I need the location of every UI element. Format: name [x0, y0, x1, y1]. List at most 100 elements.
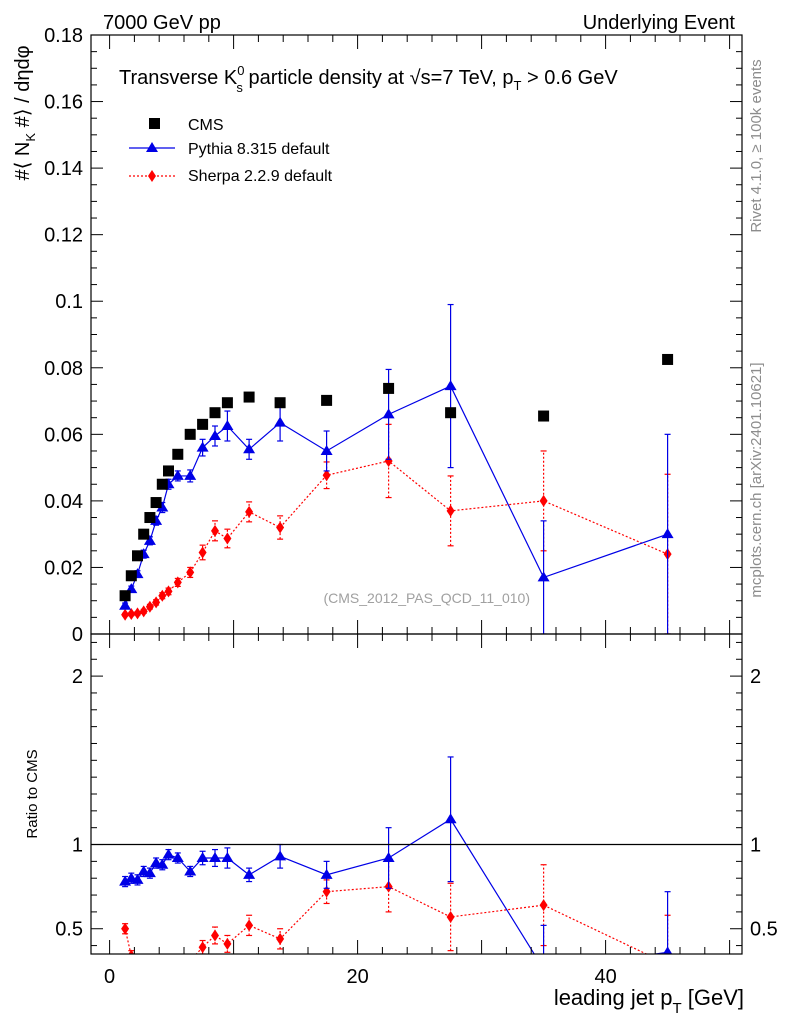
ratio-sherpa-point — [146, 968, 154, 980]
cms-point — [383, 382, 395, 394]
ratio-sherpa-point — [128, 949, 135, 954]
pythia-point — [537, 571, 550, 582]
sherpa-point — [322, 469, 331, 482]
pythia-point — [171, 469, 184, 480]
legend-marker-cms — [149, 118, 160, 129]
ratio-sherpa-point — [174, 958, 182, 970]
pythia-point — [382, 408, 395, 419]
ratio-sherpa-point — [186, 955, 194, 967]
cms-point — [445, 407, 457, 419]
ratio-pythia-point — [196, 852, 209, 862]
cms-point — [274, 397, 286, 409]
title-post2: > 0.6 GeV — [521, 67, 618, 89]
cms-point — [156, 478, 168, 490]
main-ytick-label: 0.08 — [44, 358, 83, 380]
header-left: 7000 GeV pp — [103, 12, 221, 34]
cms-point — [209, 407, 221, 419]
pythia-point — [196, 441, 209, 452]
cms-point — [119, 590, 131, 602]
ratio-pythia-point — [444, 813, 457, 824]
ratio-sherpa-point — [539, 899, 548, 912]
title-s-eq: s=7 TeV, p — [421, 67, 514, 89]
ratio-pythia-point — [662, 946, 673, 954]
chart-title: Transverse K0 s particle density at √s=7 … — [119, 63, 618, 95]
sherpa-point — [198, 546, 207, 559]
cms-point — [150, 497, 162, 509]
pythia-point — [156, 501, 169, 512]
main-ytick-label: 0.04 — [44, 491, 83, 513]
cms-point — [132, 550, 143, 562]
sherpa-point — [173, 576, 182, 589]
ratio-ytick-label: 1 — [72, 835, 83, 857]
cms-point — [197, 418, 209, 430]
sherpa-point — [164, 585, 173, 598]
ratio-plot-area — [119, 756, 673, 980]
sherpa-point — [139, 605, 148, 618]
ratio-pythia-point — [221, 852, 234, 862]
ratio-frame — [90, 633, 743, 955]
pythia-point — [209, 429, 221, 440]
sherpa-point — [276, 521, 285, 534]
header-right: Underlying Event — [583, 12, 736, 34]
rivet-label: Rivet 4.1.0, ≥ 100k events — [748, 59, 765, 232]
ratio-sherpa-point — [134, 963, 142, 975]
ratio-sherpa-point — [198, 941, 207, 954]
ratio-ytick-label: 2 — [72, 666, 83, 688]
main-ylabel-a: #⟨ N — [12, 142, 34, 181]
main-ylabel-sub: K — [23, 133, 38, 142]
ratio-pythia-point — [171, 852, 184, 862]
ratio-sherpa-point — [664, 958, 672, 970]
pythia-point — [184, 469, 197, 480]
cms-point — [221, 397, 233, 409]
legend-label-cms: CMS — [188, 117, 224, 134]
ratio-pythia-point — [184, 865, 197, 876]
ratio-sherpa-line — [124, 886, 648, 954]
ratio-sherpa-point — [158, 963, 166, 975]
main-ylabel: #⟨ NK #⟩ / dηdφ — [12, 45, 38, 180]
pythia-point — [119, 599, 132, 610]
sherpa-point — [158, 589, 167, 602]
sherpa-point — [133, 607, 142, 620]
sherpa-point — [539, 494, 548, 507]
title-sup: 0 — [237, 63, 244, 78]
sherpa-point — [186, 566, 195, 579]
ratio-sherpa-point — [165, 963, 173, 975]
main-plot-area — [119, 303, 674, 634]
x-axis-label: leading jet pT [GeV] — [554, 985, 744, 1017]
main-ytick-label: 0.16 — [44, 92, 83, 114]
title-sqrt: √ — [410, 67, 421, 89]
analysis-watermark: (CMS_2012_PAS_QCD_11_010) — [324, 590, 531, 606]
sherpa-point — [223, 532, 232, 545]
pythia-point — [320, 444, 333, 455]
main-ytick-label: 0.12 — [44, 225, 83, 247]
ratio-pythia-point — [243, 868, 256, 879]
ratio-pythia-point — [382, 852, 395, 862]
main-ytick-label: 0.14 — [44, 158, 83, 180]
mcplots-label: mcplots.cern.ch [arXiv:2401.10621] — [748, 362, 765, 597]
cms-point — [138, 528, 150, 540]
ratio-ytick-label-right: 0.5 — [750, 919, 778, 941]
xlabel-a: leading jet p — [554, 985, 673, 1010]
sherpa-point — [245, 505, 254, 518]
ratio-ylabel: Ratio to CMS — [24, 749, 41, 838]
cms-point — [125, 570, 137, 582]
main-ytick-label: 0 — [72, 624, 83, 646]
ratio-ytick-label-right: 1 — [750, 835, 761, 857]
axes: 0 0.02 0.04 0.06 0.08 0.1 0.12 0.14 0.16 0.18 0.5 0… — [44, 25, 778, 988]
ratio-pythia-point — [209, 852, 221, 862]
main-ytick-label: 0.06 — [44, 424, 83, 446]
ratio-pythia-point — [156, 858, 169, 869]
main-ytick-label: 0.1 — [55, 291, 83, 313]
xtick-label: 40 — [594, 966, 616, 988]
ratio-pythia-point — [538, 963, 550, 973]
cms-point — [321, 394, 333, 406]
cms-point — [163, 465, 174, 477]
legend-label-pythia: Pythia 8.315 default — [188, 141, 330, 158]
legend-label-sherpa: Sherpa 2.2.9 default — [188, 168, 333, 185]
title-post1: particle density at — [243, 67, 410, 89]
xtick-label: 20 — [346, 966, 368, 988]
main-ytick-label: 0.02 — [44, 557, 83, 579]
cms-point — [538, 410, 550, 422]
xlabel-b: [GeV] — [682, 985, 744, 1010]
